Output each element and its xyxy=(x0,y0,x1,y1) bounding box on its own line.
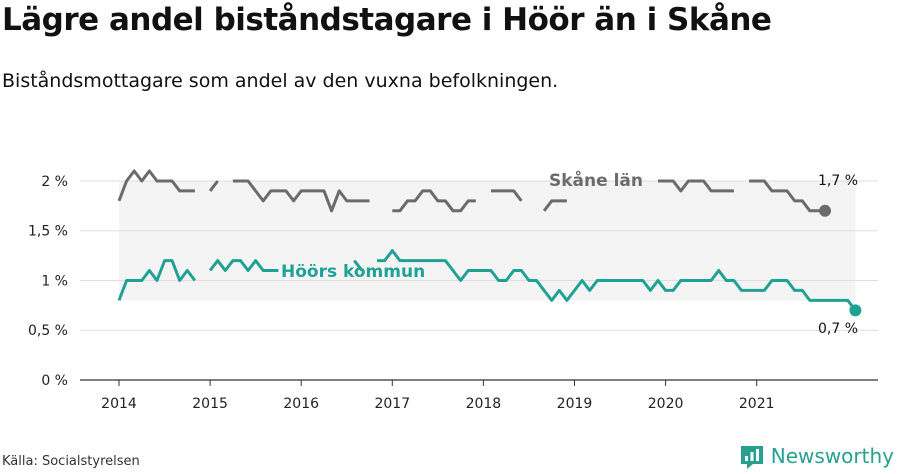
x-tick-label: 2016 xyxy=(283,396,319,412)
end-value-skane: 1,7 % xyxy=(818,173,858,189)
x-tick-label: 2014 xyxy=(101,396,137,412)
x-tick-label: 2018 xyxy=(466,396,502,412)
x-tick-label: 2021 xyxy=(739,396,775,412)
y-axis: 0 % 0,5 % 1 % 1,5 % 2 % xyxy=(28,174,68,389)
series-line-hoor xyxy=(117,249,857,312)
series-end-marker xyxy=(819,204,832,217)
x-tick-label: 2019 xyxy=(557,396,593,412)
series-labels: Skåne län Höörs kommun 1,7 % 0,7 % xyxy=(281,169,858,337)
series-label-skane: Skåne län xyxy=(549,169,643,191)
series-label-hoor: Höörs kommun xyxy=(281,262,425,282)
chart-subtitle: Biståndsmottagare som andel av den vuxna… xyxy=(2,70,559,92)
y-tick-label: 2 % xyxy=(41,174,68,190)
brand-name: Newsworthy xyxy=(770,444,894,468)
y-tick-label: 1 % xyxy=(41,273,68,289)
x-tick-label: 2017 xyxy=(374,396,410,412)
source-note: Källa: Socialstyrelsen xyxy=(2,454,140,469)
range-band xyxy=(119,180,856,301)
x-tick-label: 2020 xyxy=(648,396,684,412)
range-band-fill xyxy=(119,180,856,301)
series-line-skane xyxy=(117,169,825,213)
end-value-hoor: 0,7 % xyxy=(818,321,858,337)
brand-logo: Newsworthy xyxy=(739,442,894,470)
x-axis: 2014 2015 2016 2017 2018 2019 2020 2021 xyxy=(80,379,878,412)
grid xyxy=(80,180,878,331)
y-tick-label: 0,5 % xyxy=(28,323,68,339)
series-lines xyxy=(117,169,862,317)
chart-title: Lägre andel biståndstagare i Höör än i S… xyxy=(2,2,772,38)
y-tick-label: 0 % xyxy=(41,373,68,389)
y-tick-label: 1,5 % xyxy=(28,224,68,240)
x-tick-label: 2015 xyxy=(192,396,228,412)
newsworthy-logo-icon xyxy=(740,446,763,469)
series-end-marker xyxy=(849,304,862,317)
